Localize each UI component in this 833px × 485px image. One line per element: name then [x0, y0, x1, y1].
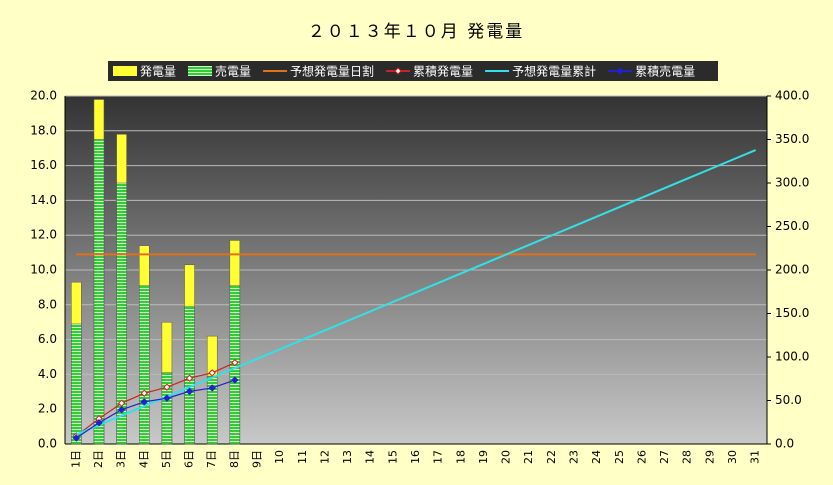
- x-tick-label: 25: [613, 450, 626, 464]
- x-tick-label: 30: [726, 450, 739, 464]
- x-tick-label: 1日: [69, 450, 82, 468]
- x-tick-label: 7日: [205, 450, 218, 468]
- x-tick-label: 29: [703, 450, 716, 464]
- x-tick-label: 14: [364, 450, 377, 464]
- marker: [208, 369, 216, 377]
- legend: [108, 61, 718, 81]
- marker: [72, 434, 81, 442]
- bar: [116, 182, 127, 445]
- legend-label: 累積発電量: [413, 64, 473, 79]
- y2-tick-label: 250.0: [775, 219, 809, 233]
- x-tick-label: 28: [681, 450, 694, 464]
- x-tick-label: 21: [522, 450, 535, 464]
- y2-tick-label: 200.0: [775, 263, 809, 277]
- y-tick-label: 10.0: [30, 263, 57, 277]
- y-tick-label: 2.0: [38, 402, 57, 416]
- legend-swatch: [188, 66, 213, 76]
- legend-marker: [616, 67, 624, 75]
- legend-swatch: [113, 66, 137, 76]
- y-tick-label: 6.0: [38, 332, 57, 346]
- y-tick-label: 18.0: [30, 123, 57, 137]
- x-tick-label: 8日: [228, 450, 241, 468]
- marker: [185, 374, 194, 382]
- legend-label: 予想発電量累計: [512, 64, 596, 79]
- bar: [93, 139, 105, 445]
- bar: [139, 285, 150, 445]
- y-tick-label: 4.0: [38, 367, 57, 381]
- y2-tick-label: 50.0: [775, 393, 802, 407]
- chart-title: ２０１３年１０月 発電量: [308, 22, 524, 42]
- marker: [140, 398, 148, 406]
- x-tick-label: 4日: [137, 450, 150, 468]
- marker: [208, 384, 216, 392]
- x-tick-label: 12: [318, 450, 331, 464]
- x-tick-label: 10: [273, 450, 286, 464]
- line: [75, 379, 236, 439]
- marker: [140, 389, 148, 397]
- x-tick-label: 26: [635, 450, 648, 464]
- x-tick-label: 23: [568, 450, 581, 464]
- y2-tick-label: 350.0: [775, 132, 809, 146]
- line: [75, 149, 757, 436]
- marker: [163, 394, 171, 402]
- marker: [231, 376, 239, 384]
- x-tick-label: 24: [590, 450, 603, 464]
- y-tick-label: 14.0: [30, 193, 57, 207]
- x-tick-label: 31: [749, 450, 762, 464]
- y-tick-label: 16.0: [30, 158, 57, 172]
- x-tick-label: 2日: [92, 450, 105, 468]
- y2-tick-label: 150.0: [775, 306, 809, 320]
- legend-label: 発電量: [140, 65, 176, 79]
- y2-tick-label: 100.0: [775, 350, 809, 364]
- x-tick-label: 18: [454, 450, 467, 464]
- legend-label: 売電量: [215, 64, 251, 79]
- y2-tick-label: 0.0: [775, 437, 794, 451]
- y2-tick-label: 300.0: [775, 176, 809, 190]
- y-tick-label: 0.0: [38, 437, 57, 451]
- bar: [71, 323, 82, 445]
- x-tick-label: 3日: [115, 450, 128, 468]
- y-tick-label: 12.0: [30, 228, 57, 242]
- x-tick-label: 6日: [183, 450, 196, 468]
- marker: [185, 387, 194, 396]
- x-tick-label: 5日: [160, 450, 173, 468]
- x-tick-label: 15: [386, 450, 399, 464]
- legend-label: 累積売電量: [635, 64, 695, 79]
- x-tick-label: 22: [545, 450, 558, 464]
- marker: [95, 419, 103, 427]
- x-tick-label: 19: [477, 450, 490, 464]
- marker: [163, 383, 171, 391]
- x-tick-label: 20: [500, 450, 513, 464]
- marker: [117, 406, 126, 414]
- x-tick-label: 27: [658, 450, 671, 464]
- marker: [231, 358, 239, 367]
- bar: [161, 372, 173, 445]
- line: [75, 362, 236, 437]
- x-tick-label: 17: [432, 450, 445, 464]
- x-tick-label: 9日: [250, 450, 263, 468]
- x-tick-label: 16: [409, 450, 422, 464]
- x-tick-label: 13: [341, 450, 354, 464]
- y2-tick-label: 400.0: [775, 89, 809, 103]
- legend-label: 予想発電量日割: [290, 64, 374, 79]
- legend-marker: [394, 67, 402, 75]
- y-tick-label: 20.0: [30, 89, 57, 103]
- x-tick-label: 11: [296, 450, 309, 464]
- y-tick-label: 8.0: [38, 297, 57, 311]
